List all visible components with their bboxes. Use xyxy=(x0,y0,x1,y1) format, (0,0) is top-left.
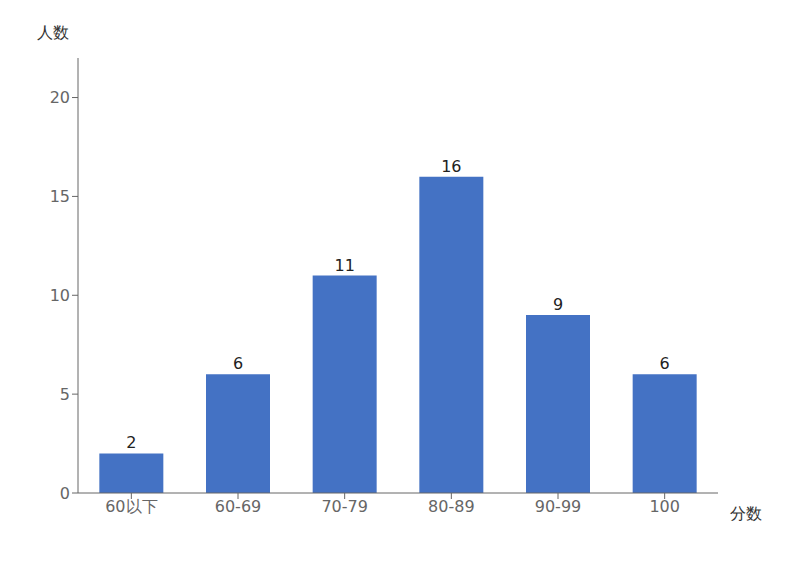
svg-text:60-69: 60-69 xyxy=(215,497,262,516)
svg-text:分数: 分数 xyxy=(730,504,762,523)
svg-text:10: 10 xyxy=(50,286,70,305)
svg-text:100: 100 xyxy=(649,497,680,516)
svg-text:0: 0 xyxy=(60,484,70,503)
svg-text:80-89: 80-89 xyxy=(428,497,475,516)
svg-text:16: 16 xyxy=(441,157,461,176)
svg-text:2: 2 xyxy=(126,433,136,452)
svg-text:6: 6 xyxy=(660,354,670,373)
svg-text:15: 15 xyxy=(50,187,70,206)
svg-text:9: 9 xyxy=(553,295,563,314)
svg-text:60以下: 60以下 xyxy=(105,497,157,516)
svg-text:6: 6 xyxy=(233,354,243,373)
svg-text:70-79: 70-79 xyxy=(321,497,368,516)
svg-text:20: 20 xyxy=(50,88,70,107)
svg-text:11: 11 xyxy=(334,256,354,275)
svg-text:90-99: 90-99 xyxy=(535,497,582,516)
svg-text:5: 5 xyxy=(60,385,70,404)
svg-text:人数: 人数 xyxy=(37,23,69,42)
